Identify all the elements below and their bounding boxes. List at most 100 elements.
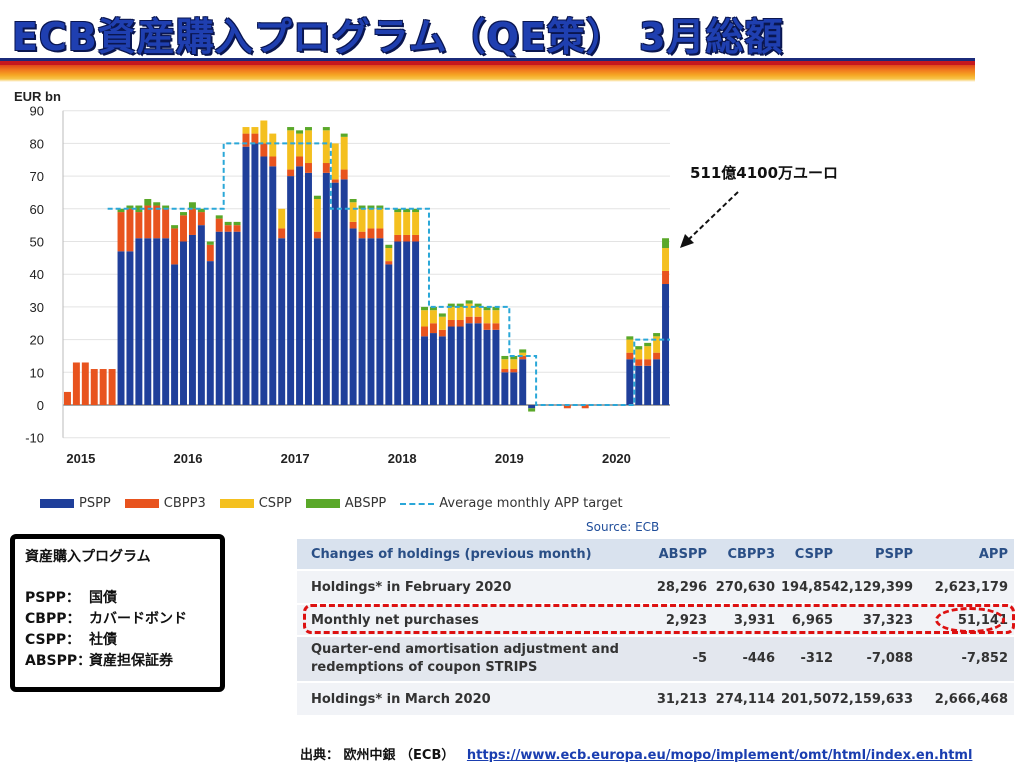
y-tick-label: 40 bbox=[30, 267, 44, 282]
bar-cspp bbox=[403, 212, 411, 235]
bar-cbpp3 bbox=[188, 208, 196, 235]
table-row: Holdings* in February 2020 28,296 270,63… bbox=[297, 569, 1014, 603]
bar-pspp bbox=[376, 238, 384, 405]
bar-abspp bbox=[349, 198, 357, 203]
bar-pspp bbox=[465, 323, 473, 405]
average-target-line bbox=[107, 142, 670, 406]
glossary-row: CSPP： 社債 bbox=[25, 632, 117, 648]
bar-pspp bbox=[474, 323, 482, 405]
bar-cspp bbox=[304, 130, 312, 164]
bar-pspp bbox=[171, 264, 179, 405]
bar-pspp bbox=[456, 326, 464, 405]
bar-abspp bbox=[456, 303, 464, 307]
bar-cspp bbox=[501, 359, 509, 370]
bar-pspp bbox=[528, 405, 536, 409]
y-tick-label: 10 bbox=[30, 365, 44, 380]
bar-abspp bbox=[117, 208, 125, 213]
bar-cspp bbox=[474, 306, 482, 317]
table-header-cell: Changes of holdings (previous month) bbox=[311, 546, 592, 562]
source-link[interactable]: https://www.ecb.europa.eu/mopo/implement… bbox=[466, 748, 973, 763]
bar-cspp bbox=[456, 306, 464, 320]
bar-cspp bbox=[358, 208, 366, 232]
bar-abspp bbox=[501, 355, 509, 360]
legend-item-target: Average monthly APP target bbox=[400, 496, 623, 511]
bar-cspp bbox=[349, 202, 357, 222]
bar-abspp bbox=[474, 303, 482, 307]
bar-abspp bbox=[188, 202, 196, 209]
y-tick-label: 70 bbox=[30, 169, 44, 184]
bar-cspp bbox=[438, 316, 446, 330]
bar-abspp bbox=[403, 208, 411, 213]
bar-cbpp3 bbox=[581, 405, 589, 409]
table-row: Quarter-end amortisation adjustment and … bbox=[297, 635, 1014, 681]
bar-cspp bbox=[340, 136, 348, 170]
bar-cbpp3 bbox=[233, 225, 241, 232]
bar-pspp bbox=[447, 326, 455, 405]
bar-pspp bbox=[188, 234, 196, 405]
bar-cbpp3 bbox=[394, 234, 402, 242]
bar-cspp bbox=[260, 120, 268, 144]
bar-pspp bbox=[260, 156, 268, 405]
bar-cbpp3 bbox=[349, 221, 357, 229]
bar-cspp bbox=[510, 359, 518, 370]
bar-pspp bbox=[331, 182, 339, 405]
bar-cspp bbox=[242, 127, 250, 134]
bar-cbpp3 bbox=[242, 133, 250, 147]
bar-abspp bbox=[206, 241, 214, 245]
bar-pspp bbox=[233, 231, 241, 405]
bar-cbpp3 bbox=[180, 215, 187, 242]
title-underline-stripe bbox=[0, 58, 975, 82]
bar-cbpp3 bbox=[635, 359, 643, 366]
bar-abspp bbox=[528, 408, 536, 412]
y-tick-label: 50 bbox=[30, 235, 44, 250]
bar-abspp bbox=[197, 208, 205, 213]
bar-abspp bbox=[233, 221, 241, 226]
glossary-row: PSPP： 国債 bbox=[25, 590, 117, 606]
bar-abspp bbox=[296, 130, 304, 134]
bar-abspp bbox=[492, 306, 500, 311]
glossary-box: 資産購入プログラム PSPP： 国債 CBPP： カバードボンド CSPP： 社債 A… bbox=[10, 534, 225, 692]
bar-cbpp3 bbox=[519, 355, 527, 360]
bar-pspp bbox=[296, 166, 304, 405]
bar-cbpp3 bbox=[153, 205, 161, 239]
bar-cbpp3 bbox=[662, 270, 670, 285]
bar-cbpp3 bbox=[403, 234, 411, 242]
bar-pspp bbox=[662, 284, 670, 405]
table-header-cell: PSPP bbox=[875, 546, 913, 562]
bar-pspp bbox=[421, 336, 429, 405]
bar-cbpp3 bbox=[358, 231, 366, 239]
legend-item-pspp: PSPP bbox=[40, 496, 111, 511]
bar-pspp bbox=[412, 241, 420, 405]
bar-cspp bbox=[662, 248, 670, 271]
bar-cspp bbox=[394, 212, 402, 235]
bar-abspp bbox=[385, 244, 393, 249]
bar-cspp bbox=[251, 127, 259, 134]
bar-cbpp3 bbox=[162, 208, 170, 239]
bar-cbpp3 bbox=[278, 228, 286, 239]
bar-cspp bbox=[278, 208, 286, 229]
bar-pspp bbox=[626, 359, 634, 405]
bar-abspp bbox=[653, 333, 661, 337]
bar-cbpp3 bbox=[135, 212, 143, 239]
bar-abspp bbox=[180, 212, 187, 216]
x-tick-label: 2018 bbox=[388, 451, 417, 466]
bar-abspp bbox=[135, 205, 143, 213]
bar-abspp bbox=[287, 127, 295, 131]
bar-cbpp3 bbox=[215, 218, 223, 232]
bar-cbpp3 bbox=[322, 163, 330, 173]
bar-cbpp3 bbox=[90, 369, 98, 405]
table-header-cell: CBPP3 bbox=[727, 546, 775, 562]
bar-abspp bbox=[510, 355, 518, 360]
bar-cbpp3 bbox=[367, 228, 375, 239]
bar-pspp bbox=[358, 238, 366, 405]
bar-cbpp3 bbox=[376, 228, 384, 239]
bar-pspp bbox=[492, 329, 500, 405]
bar-cbpp3 bbox=[563, 405, 571, 409]
bar-cbpp3 bbox=[251, 133, 259, 144]
bar-cbpp3 bbox=[456, 319, 464, 327]
bar-cspp bbox=[519, 352, 527, 356]
bar-abspp bbox=[438, 313, 446, 317]
bar-pspp bbox=[287, 176, 295, 405]
bar-cbpp3 bbox=[296, 156, 304, 167]
bar-pspp bbox=[483, 329, 491, 405]
